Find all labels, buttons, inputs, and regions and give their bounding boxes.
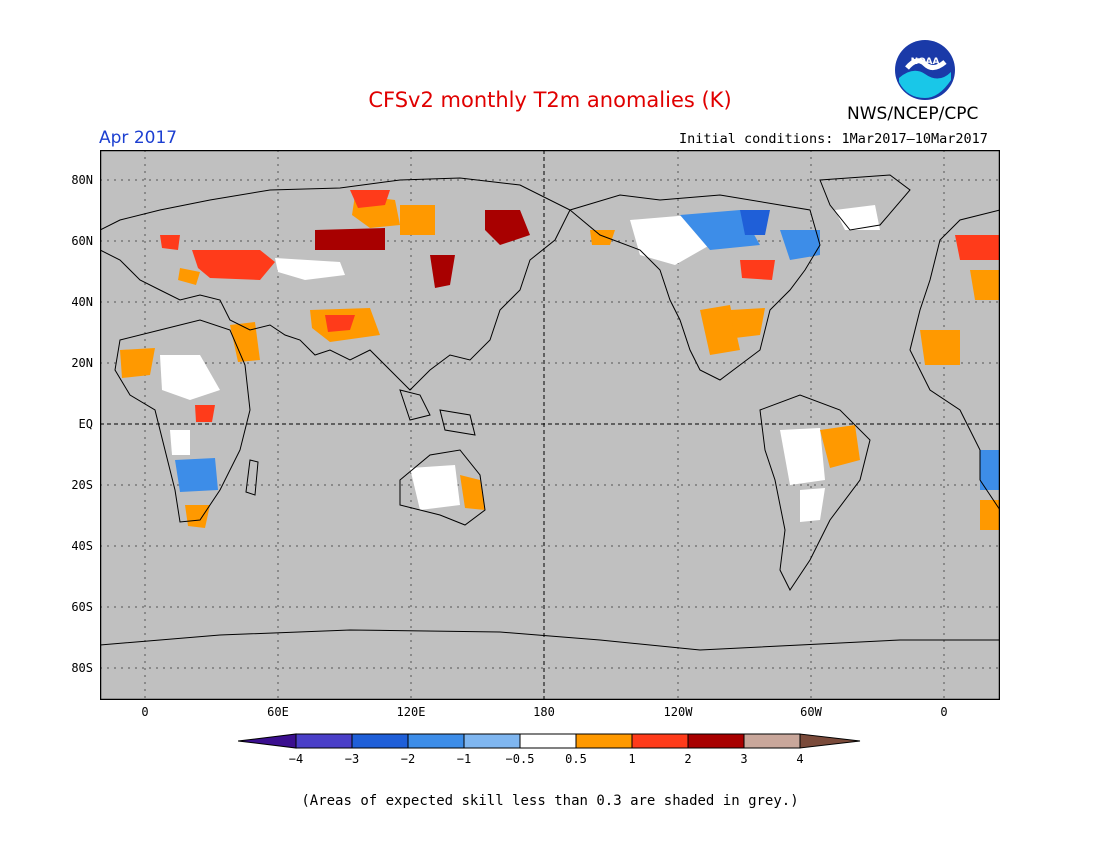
lon-label: 180 bbox=[533, 705, 555, 719]
colorbar-label: −0.5 bbox=[505, 752, 535, 766]
valid-month: Apr 2017 bbox=[99, 128, 178, 148]
lon-label: 60W bbox=[800, 705, 822, 719]
initial-conditions: Initial conditions: 1Mar2017–10Mar2017 bbox=[679, 131, 988, 147]
lat-label: 80N bbox=[71, 173, 93, 187]
lat-label: 80S bbox=[71, 661, 93, 675]
map-background bbox=[100, 150, 1000, 700]
colorbar-segment bbox=[575, 733, 633, 749]
map-title: CFSv2 monthly T2m anomalies (K) bbox=[368, 88, 732, 112]
map-frame bbox=[100, 150, 1000, 700]
lon-label: 120E bbox=[396, 705, 426, 719]
lat-label: 20N bbox=[71, 356, 93, 370]
colorbar-segment bbox=[351, 733, 409, 749]
agency-label: NWS/NCEP/CPC bbox=[847, 104, 979, 124]
colorbar-segment bbox=[407, 733, 465, 749]
lat-label: 40N bbox=[71, 295, 93, 309]
reference-lines bbox=[100, 150, 1000, 700]
colorbar-label: 0.5 bbox=[565, 752, 587, 766]
lat-label: 20S bbox=[71, 478, 93, 492]
colorbar-segment bbox=[799, 733, 861, 749]
colorbar-label: 4 bbox=[796, 752, 804, 766]
colorbar-label: 2 bbox=[684, 752, 692, 766]
colorbar bbox=[238, 733, 861, 749]
lat-label: EQ bbox=[78, 417, 93, 431]
colorbar-label: 1 bbox=[628, 752, 636, 766]
skill-note: (Areas of expected skill less than 0.3 a… bbox=[301, 793, 799, 809]
colorbar-label: 3 bbox=[740, 752, 748, 766]
anomaly-patches bbox=[120, 190, 1000, 530]
lon-label: 120W bbox=[663, 705, 693, 719]
lon-label: 60E bbox=[267, 705, 289, 719]
colorbar-segment bbox=[463, 733, 521, 749]
colorbar-segment bbox=[295, 733, 353, 749]
logo-lettering: NOAA bbox=[911, 57, 940, 67]
lon-label: 0 bbox=[141, 705, 149, 719]
coastlines bbox=[100, 174, 1000, 651]
colorbar-label: −2 bbox=[400, 752, 416, 766]
colorbar-segment bbox=[687, 733, 745, 749]
colorbar-segment bbox=[743, 733, 801, 749]
colorbar-label: −3 bbox=[344, 752, 360, 766]
colorbar-segment bbox=[238, 733, 297, 749]
lat-label: 60S bbox=[71, 600, 93, 614]
colorbar-label: −1 bbox=[456, 752, 472, 766]
lat-label: 60N bbox=[71, 234, 93, 248]
anomaly-map bbox=[100, 150, 1000, 700]
lon-label: 0 bbox=[940, 705, 948, 719]
lat-label: 40S bbox=[71, 539, 93, 553]
colorbar-segment bbox=[631, 733, 689, 749]
noaa-logo: NOAA bbox=[893, 38, 957, 102]
colorbar-label: −4 bbox=[288, 752, 304, 766]
colorbar-segment bbox=[519, 733, 577, 749]
